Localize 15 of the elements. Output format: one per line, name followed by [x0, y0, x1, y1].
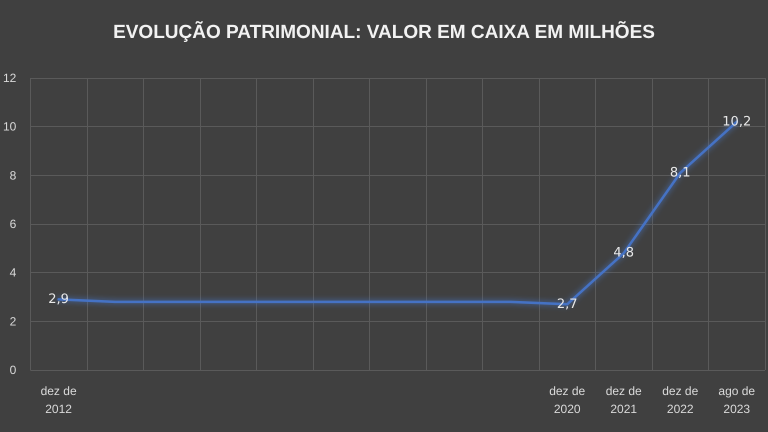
- y-tick-label: 8: [10, 168, 17, 182]
- x-tick-label: ago de 2023: [718, 384, 756, 416]
- chart-title: EVOLUÇÃO PATRIMONIAL: VALOR EM CAIXA EM MILHÕES: [113, 21, 655, 43]
- x-tick-label: dez de 2021: [606, 384, 642, 416]
- x-tick-label: dez de 2012: [40, 384, 77, 416]
- y-tick-label: 10: [2, 120, 17, 134]
- data-label: 10,2: [722, 114, 752, 130]
- y-tick-label: 4: [10, 266, 17, 280]
- y-tick-label: 12: [2, 71, 17, 85]
- x-tick-label: dez de 2022: [662, 384, 699, 416]
- y-tick-label: 6: [10, 217, 17, 231]
- x-tick-label: dez de 2020: [549, 384, 586, 416]
- y-tick-label: 0: [10, 363, 17, 377]
- y-tick-label: 2: [10, 314, 17, 328]
- data-label: 2,9: [48, 292, 69, 307]
